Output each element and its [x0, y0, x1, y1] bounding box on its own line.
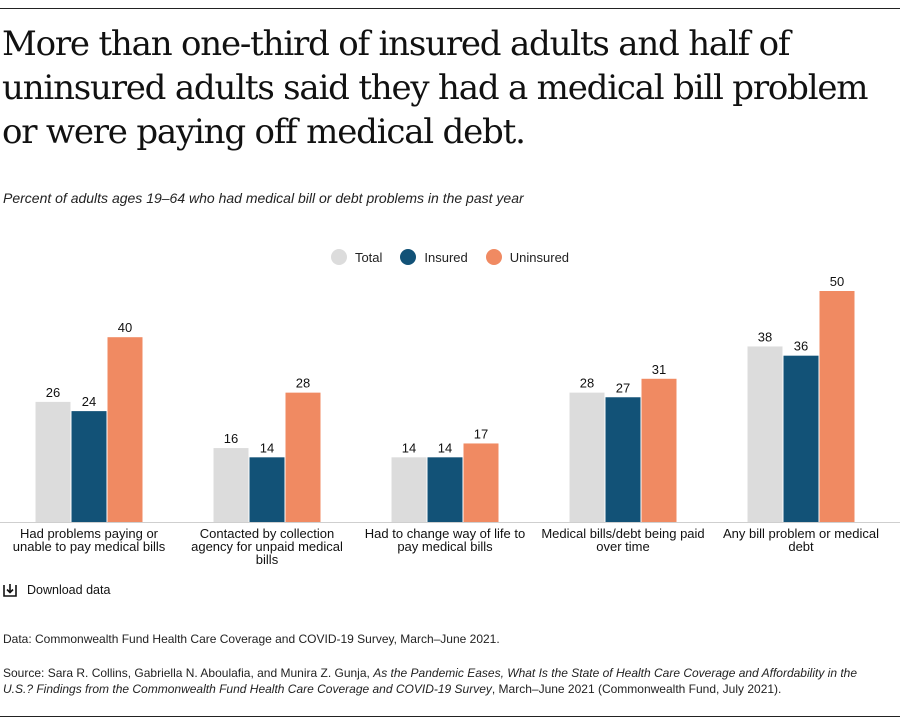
- legend-item-uninsured[interactable]: Uninsured: [485, 249, 570, 265]
- source-publication: As the Pandemic Eases, What Is the State…: [3, 666, 858, 696]
- data-label-total-1: 16: [224, 431, 238, 446]
- bar-uninsured-4: [819, 291, 855, 522]
- download-label: Download data: [27, 583, 111, 597]
- bar-insured-1: [249, 457, 285, 522]
- legend-label-total: Total: [354, 249, 383, 265]
- category-label-line: bills: [256, 552, 279, 567]
- category-label-4: Any bill problem or medical debt: [723, 526, 879, 554]
- bottom-rule: [0, 716, 900, 717]
- data-label-uninsured-2: 17: [474, 426, 488, 441]
- category-label-line: agency for unpaid medical: [191, 539, 343, 554]
- bar-uninsured-2: [463, 443, 499, 522]
- bar-uninsured-0: [107, 337, 143, 522]
- legend-swatch-total: [330, 249, 347, 265]
- data-label-insured-3: 27: [616, 380, 630, 395]
- data-label-total-3: 28: [580, 376, 594, 391]
- legend-swatch-insured: [400, 249, 417, 265]
- category-label-line: debt: [788, 539, 814, 554]
- bar-insured-4: [783, 355, 819, 522]
- legend-item-total[interactable]: Total: [330, 249, 383, 265]
- legend: Total Insured Uninsured: [0, 249, 900, 265]
- download-icon: [3, 584, 17, 597]
- bar-insured-3: [605, 397, 641, 522]
- top-rule: [0, 8, 900, 9]
- data-label-uninsured-1: 28: [296, 376, 310, 391]
- data-label-insured-0: 24: [82, 394, 96, 409]
- source-prefix: Source: Sara R. Collins, Gabriella N. Ab…: [3, 666, 374, 680]
- category-label-line: Any bill problem or medical: [723, 526, 879, 541]
- bar-total-3: [569, 392, 605, 522]
- bar-insured-0: [71, 411, 107, 522]
- category-label-line: unable to pay medical bills: [13, 539, 166, 554]
- bar-total-4: [747, 346, 783, 522]
- data-label-insured-4: 36: [794, 339, 808, 354]
- bar-chart: 26 24 40 Had problems paying or unable to pa…: [0, 274, 900, 567]
- data-label-insured-1: 14: [260, 440, 274, 455]
- category-label-line: Had problems paying or: [20, 526, 159, 541]
- category-label-3: Medical bills/debt being paid over time: [541, 526, 704, 554]
- category-label-line: Medical bills/debt being paid: [541, 526, 704, 541]
- category-label-line: Had to change way of life to: [365, 526, 525, 541]
- data-label-total-4: 38: [758, 329, 772, 344]
- chart-subtitle: Percent of adults ages 19–64 who had med…: [3, 190, 524, 206]
- bar-insured-2: [427, 457, 463, 522]
- category-label-line: over time: [596, 539, 649, 554]
- legend-label-insured: Insured: [424, 249, 468, 265]
- data-label-total-2: 14: [402, 440, 416, 455]
- data-label-uninsured-4: 50: [830, 274, 844, 289]
- category-label-1: Contacted by collection agency for unpaid…: [191, 526, 343, 567]
- bar-uninsured-1: [285, 392, 321, 522]
- data-label-uninsured-0: 40: [118, 320, 132, 335]
- page-title: More than one-third of insured adults an…: [2, 24, 869, 152]
- data-note: Data: Commonwealth Fund Health Care Cove…: [3, 632, 500, 646]
- data-label-uninsured-3: 31: [652, 362, 666, 377]
- category-label-2: Had to change way of life to pay medical …: [365, 526, 525, 554]
- legend-swatch-uninsured: [485, 249, 502, 265]
- bar-total-1: [213, 448, 249, 522]
- source-note: Source: Sara R. Collins, Gabriella N. Ab…: [3, 665, 863, 697]
- bar-total-0: [35, 401, 71, 522]
- bar-total-2: [391, 457, 427, 522]
- bar-uninsured-3: [641, 378, 677, 522]
- source-suffix: , March–June 2021 (Commonwealth Fund, Ju…: [491, 682, 782, 696]
- legend-item-insured[interactable]: Insured: [400, 249, 468, 265]
- data-label-insured-2: 14: [438, 440, 452, 455]
- category-label-line: pay medical bills: [397, 539, 493, 554]
- legend-label-uninsured: Uninsured: [509, 249, 570, 265]
- category-label-line: Contacted by collection: [200, 526, 334, 541]
- category-label-0: Had problems paying or unable to pay medi…: [13, 526, 166, 554]
- download-data-button[interactable]: Download data: [2, 582, 110, 598]
- data-label-total-0: 26: [46, 385, 60, 400]
